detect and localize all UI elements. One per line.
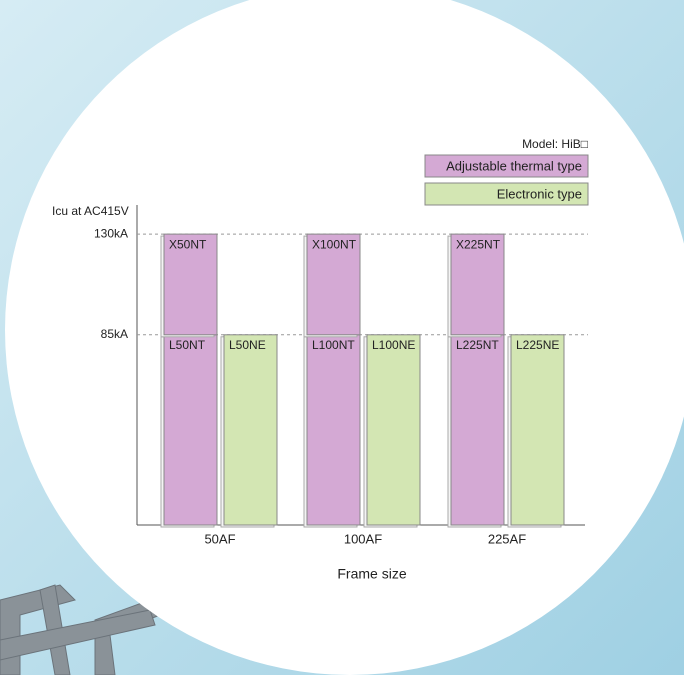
bar (366, 334, 421, 526)
bar-label: L50NE (229, 338, 266, 352)
legend-swatch (424, 154, 589, 178)
y-tick-label: 85kA (101, 327, 128, 341)
bar-label: L50NT (169, 338, 206, 352)
bar (163, 334, 218, 526)
bar-label: L225NT (456, 338, 499, 352)
x-axis-label: Frame size (337, 566, 406, 582)
legend-label: Adjustable thermal type (446, 158, 582, 173)
bar (223, 334, 278, 526)
bar-label: L100NE (372, 338, 415, 352)
model-note: Model: HiB□ (522, 137, 588, 151)
bar-label: X50NT (169, 237, 207, 251)
bar (450, 334, 505, 526)
x-tick-label: 225AF (488, 531, 526, 546)
legend-label: Electronic type (497, 186, 582, 201)
decor-grid (0, 584, 161, 675)
y-tick-label: 130kA (94, 226, 128, 240)
legend-swatch (424, 182, 589, 206)
bar (163, 233, 218, 336)
bar-label: L225NE (516, 338, 559, 352)
x-tick-label: 100AF (344, 531, 382, 546)
y-axis-label: Icu at AC415V (52, 204, 129, 218)
bar-label: X225NT (456, 237, 501, 251)
bar (306, 334, 361, 526)
x-tick-label: 50AF (204, 531, 235, 546)
bar (450, 233, 505, 336)
bar-label: L100NT (312, 338, 355, 352)
bar (510, 334, 565, 526)
bar-label: X100NT (312, 237, 357, 251)
bar (306, 233, 361, 336)
